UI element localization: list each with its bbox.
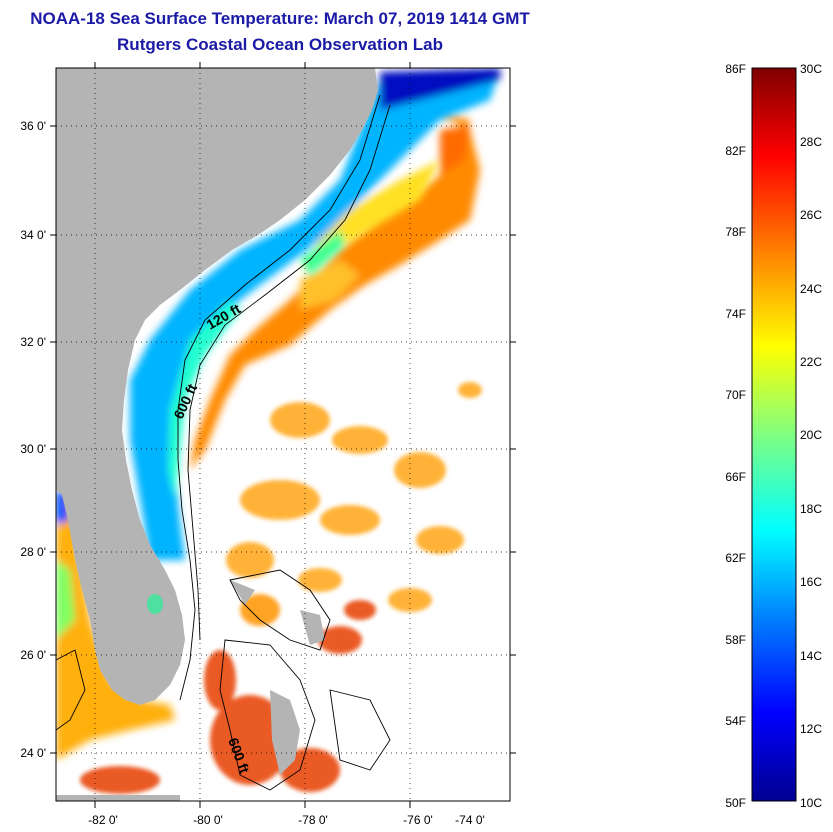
lat-label: 26 0' <box>20 648 46 662</box>
colorbar-c-label: 26C <box>800 208 822 222</box>
lat-label: 24 0' <box>20 746 46 760</box>
colorbar-f-labels: 86F 82F 78F 74F 70F 66F 62F 58F 54F 50F <box>725 62 746 810</box>
sst-bahamas-warm <box>80 600 376 794</box>
lon-label: -80 0' <box>193 813 223 827</box>
lat-label: 30 0' <box>20 442 46 456</box>
lon-label: -74 0' <box>455 813 485 827</box>
map-subtitle: Rutgers Coastal Ocean Observation Lab <box>117 35 443 54</box>
colorbar-f-label: 66F <box>725 470 746 484</box>
colorbar-gradient <box>751 67 797 802</box>
colorbar-c-label: 12C <box>800 722 822 736</box>
colorbar-f-label: 74F <box>725 307 746 321</box>
land-mass <box>56 68 378 801</box>
axis-ticks <box>50 62 516 808</box>
colorbar-f-label: 62F <box>725 551 746 565</box>
colorbar-c-label: 24C <box>800 282 822 296</box>
colorbar-c-label: 14C <box>800 649 822 663</box>
colorbar-c-label: 16C <box>800 575 822 589</box>
colorbar-f-label: 82F <box>725 144 746 158</box>
lon-label: -78 0' <box>298 813 328 827</box>
colorbar-f-label: 54F <box>725 714 746 728</box>
colorbar-f-label: 86F <box>725 62 746 76</box>
lat-label: 36 0' <box>20 119 46 133</box>
lon-label: -76 0' <box>403 813 433 827</box>
depth-contours <box>56 94 391 791</box>
colorbar-f-label: 70F <box>725 388 746 402</box>
colorbar-c-labels: 30C 28C 26C 24C 22C 20C 18C 16C 14C 12C … <box>800 62 822 810</box>
colorbar-c-label: 30C <box>800 62 822 76</box>
graticule <box>56 68 510 801</box>
latitude-labels: 36 0' 34 0' 32 0' 30 0' 28 0' 26 0' 24 0… <box>20 119 46 760</box>
temperature-colorbar: 86F 82F 78F 74F 70F 66F 62F 58F 54F 50F … <box>725 62 822 810</box>
lake-okeechobee <box>147 594 163 614</box>
sst-offshore-patches <box>226 382 482 626</box>
colorbar-f-label: 50F <box>725 796 746 810</box>
colorbar-f-label: 58F <box>725 633 746 647</box>
colorbar-c-label: 20C <box>800 428 822 442</box>
map-title: NOAA-18 Sea Surface Temperature: March 0… <box>30 9 530 28</box>
colorbar-c-label: 10C <box>800 796 822 810</box>
colorbar-c-label: 22C <box>800 355 822 369</box>
colorbar-f-label: 78F <box>725 225 746 239</box>
lat-label: 28 0' <box>20 545 46 559</box>
lon-label: -82 0' <box>88 813 118 827</box>
lat-label: 34 0' <box>20 228 46 242</box>
map-frame <box>55 67 511 802</box>
longitude-labels: -82 0' -80 0' -78 0' -76 0' -74 0' <box>88 813 485 827</box>
lat-label: 32 0' <box>20 335 46 349</box>
colorbar-c-label: 18C <box>800 502 822 516</box>
map-panel: 120 ft 600 ft 600 ft <box>56 68 510 801</box>
colorbar-c-label: 28C <box>800 135 822 149</box>
